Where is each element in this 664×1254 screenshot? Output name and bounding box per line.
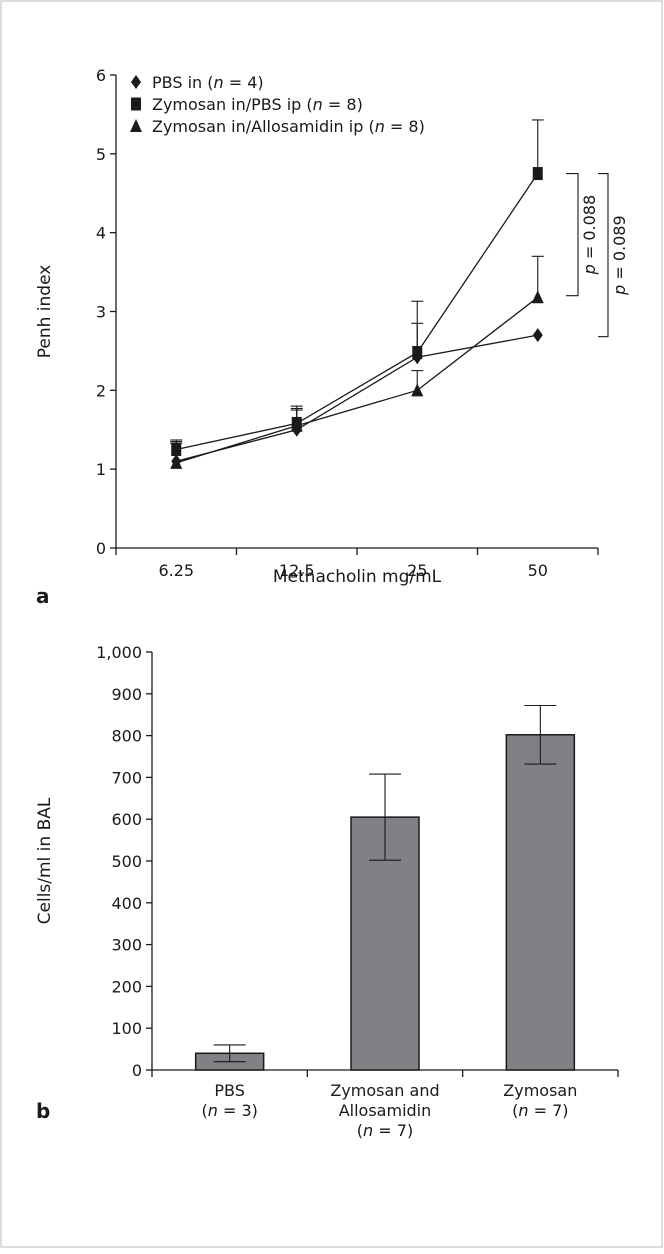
series-line-2 (176, 173, 539, 451)
x-tick-label-b: Allosamidin (339, 1101, 432, 1120)
y-tick-label: 1 (96, 460, 106, 479)
y-tick-label: 2 (96, 381, 106, 400)
y-tick-label: 5 (96, 145, 106, 164)
y-axis-label-b: Cells/ml in BAL (35, 797, 55, 924)
data-point (412, 345, 423, 359)
significance-label: p = 0.088 (580, 195, 599, 276)
x-tick-label: 25 (407, 561, 427, 580)
legend-marker-3 (130, 119, 142, 132)
x-tick-label: 50 (528, 561, 548, 580)
significance-bracket (566, 172, 579, 297)
x-tick-label-b: (n = 7) (357, 1121, 413, 1140)
significance-label: p = 0.089 (610, 215, 629, 296)
y-tick-label: 3 (96, 303, 106, 322)
legend-marker-2 (131, 97, 141, 111)
legend-entry-3: Zymosan in/Allosamidin ip (n = 8) (152, 117, 425, 136)
data-point (290, 418, 303, 432)
y-tick-label-b: 200 (111, 977, 142, 996)
y-tick-label-b: 100 (111, 1019, 142, 1038)
legend-entry-1: PBS in (n = 4) (152, 73, 264, 92)
y-tick-label-b: 800 (111, 727, 142, 746)
y-tick-label-b: 600 (111, 810, 142, 829)
panel-label-a: a (36, 584, 50, 608)
legend-marker-1 (131, 75, 141, 89)
x-tick-label-b: Zymosan (503, 1081, 577, 1100)
series-line-1 (176, 334, 538, 462)
y-tick-label: 6 (96, 66, 106, 85)
y-tick-label-b: 1,000 (96, 643, 142, 662)
x-tick-label-b: (n = 3) (201, 1101, 257, 1120)
data-point (531, 290, 544, 304)
y-tick-label-b: 900 (111, 685, 142, 704)
y-tick-label-b: 400 (111, 894, 142, 913)
significance-bracket (598, 172, 609, 338)
x-tick-label-b: PBS (214, 1081, 245, 1100)
bar (505, 734, 576, 1071)
y-tick-label-b: 300 (111, 936, 142, 955)
data-point (532, 167, 543, 181)
y-tick-label-b: 0 (132, 1061, 142, 1080)
data-point (411, 383, 424, 397)
x-axis-label: Methacholin mg/mL (273, 567, 442, 587)
series-line-3 (176, 296, 539, 464)
panel-label-b: b (36, 1099, 50, 1123)
x-tick-label-b: (n = 7) (512, 1101, 568, 1120)
y-tick-label: 4 (96, 224, 106, 243)
y-axis-label: Penh index (35, 265, 55, 359)
y-tick-label-b: 700 (111, 768, 142, 787)
x-tick-label: 6.25 (158, 561, 194, 580)
y-tick-label: 0 (96, 539, 106, 558)
data-point (532, 328, 543, 343)
x-tick-label-b: Zymosan and (330, 1081, 439, 1100)
x-tick-label: 12.5 (279, 561, 315, 580)
legend-entry-2: Zymosan in/PBS ip (n = 8) (152, 95, 363, 114)
y-tick-label-b: 500 (111, 852, 142, 871)
data-point (170, 455, 183, 469)
